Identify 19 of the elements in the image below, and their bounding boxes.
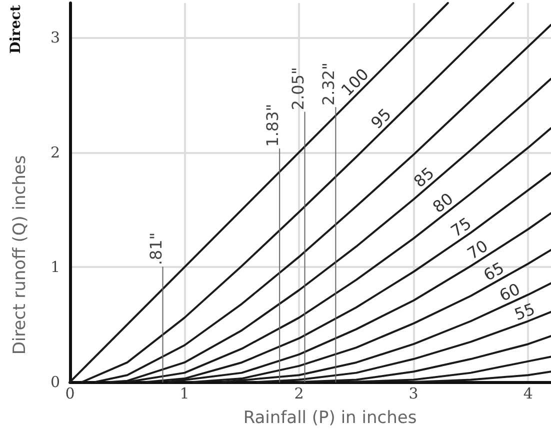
x-tick-label: 2 xyxy=(294,384,304,402)
text: 100 xyxy=(337,64,372,100)
annotation: 1.83" xyxy=(263,104,282,147)
x-tick-label: 0 xyxy=(65,384,75,402)
y-tick-label: 1 xyxy=(50,258,60,276)
x-axis-title: Rainfall (P) in inches xyxy=(243,408,417,428)
y-tick-label: 0 xyxy=(50,373,60,391)
text: 95 xyxy=(367,104,395,132)
annotation: 2.32" xyxy=(319,62,338,106)
text: 85 xyxy=(410,163,438,192)
y-tick-label: 2 xyxy=(50,143,60,162)
x-tick-label: 4 xyxy=(523,384,533,402)
text: Direct xyxy=(8,4,24,54)
x-tick-label: 1 xyxy=(180,384,190,402)
y-axis-title: Direct runoff (Q) inches xyxy=(10,155,30,355)
annotation: 2.05" xyxy=(288,67,308,110)
annotation: .81" xyxy=(146,232,166,266)
x-tick-label: 3 xyxy=(408,384,418,402)
y-tick-label: 3 xyxy=(50,28,60,46)
